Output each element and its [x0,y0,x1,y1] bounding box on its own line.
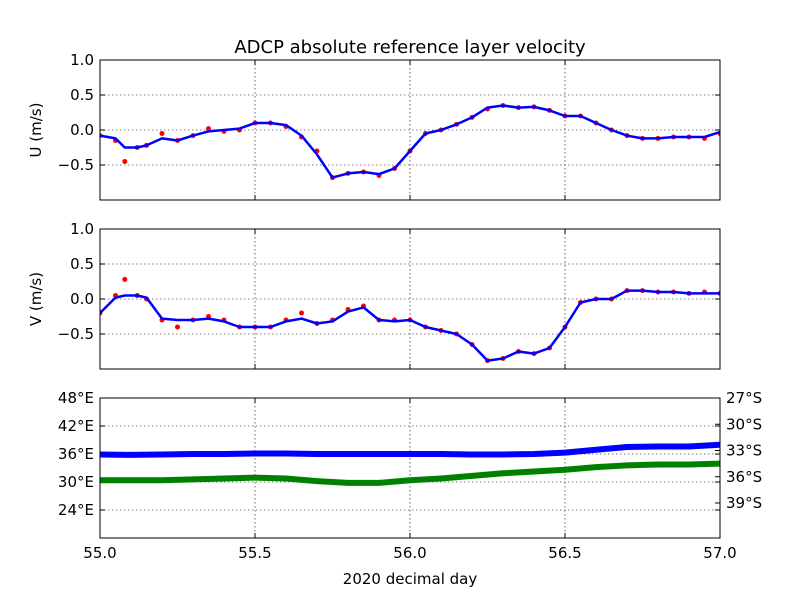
y-tick-label: 24°E [58,501,94,519]
y-axis-label-u: U (m/s) [27,103,45,158]
y2-tick-label: 30°S [726,415,762,433]
y-tick-label: 30°E [58,473,94,491]
y-axis-label-v: V (m/s) [27,272,45,326]
y2-tick-label: 27°S [726,389,762,407]
series-line [100,289,720,362]
x-tick-label: 56.5 [548,544,581,562]
y-tick-label: 0.0 [70,121,94,139]
y2-tick-label: 33°S [726,442,762,460]
axes-frame [99,397,721,539]
position-panel: 55.0 55.5 56.0 56.5 57.0 48°E 42°E 36°E 30°E 24°E… [58,389,762,562]
y2-tick-label: 39°S [726,494,762,512]
x-axis-label: 2020 decimal day [343,570,478,588]
x-tick-label: 55.5 [238,544,271,562]
v-velocity-panel: 1.0 0.5 0.0 −0.5 [58,220,721,370]
y-tick-label: −0.5 [58,156,94,174]
series-group [100,276,720,364]
y-tick-label: 0.5 [70,255,94,273]
chart-title: ADCP absolute reference layer velocity [234,37,586,58]
data-point [159,131,165,136]
y-tick-label: 1.0 [70,51,94,69]
series-line [100,104,720,179]
data-point [122,159,128,164]
series-group [100,103,720,181]
y-tick-label: 1.0 [70,220,94,238]
axes-frame [99,59,721,201]
y-tick-label: −0.5 [58,325,94,343]
series-group [100,441,720,486]
data-point [206,126,211,132]
y-tick-label: 0.5 [70,86,94,104]
series-line [100,441,720,458]
series-line [100,460,720,486]
data-point [299,310,304,316]
y2-tick-label: 36°S [726,468,762,486]
data-point [122,276,128,282]
y-tick-label: 42°E [58,417,94,435]
x-tick-label: 56.0 [393,544,426,562]
x-tick-label: 57.0 [703,544,736,562]
axes-frame [99,228,721,370]
data-point [175,324,180,330]
y-tick-label: 48°E [58,389,94,407]
u-velocity-panel: 1.0 0.5 0.0 −0.5 [58,51,721,201]
x-tick-label: 55.0 [83,544,116,562]
y-tick-label: 0.0 [70,290,94,308]
y-tick-label: 36°E [58,445,94,463]
